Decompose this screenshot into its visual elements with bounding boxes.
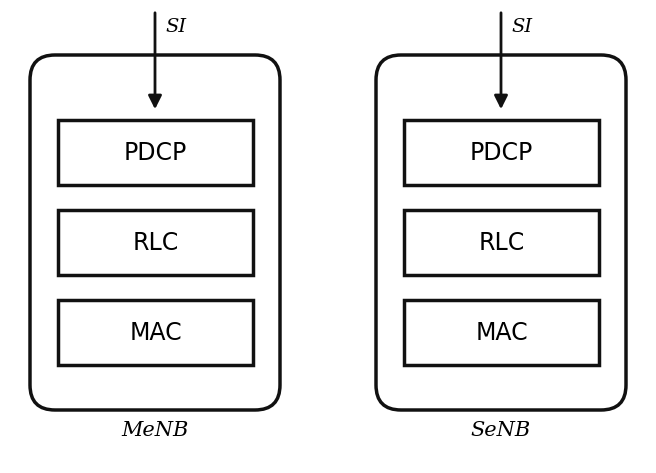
Text: SeNB: SeNB [471, 420, 531, 439]
Bar [58, 300, 253, 365]
Bar [58, 210, 253, 275]
Text: MAC: MAC [475, 321, 528, 344]
Bar [404, 120, 599, 185]
Text: RLC: RLC [478, 230, 525, 254]
FancyBboxPatch shape [30, 55, 280, 410]
Text: RLC: RLC [133, 230, 178, 254]
Text: MAC: MAC [129, 321, 182, 344]
Bar [58, 120, 253, 185]
Bar [404, 300, 599, 365]
Bar [404, 210, 599, 275]
FancyBboxPatch shape [376, 55, 626, 410]
Text: SI: SI [165, 18, 186, 36]
Text: PDCP: PDCP [124, 140, 187, 165]
Text: SI: SI [511, 18, 532, 36]
Text: MeNB: MeNB [121, 420, 189, 439]
Text: PDCP: PDCP [470, 140, 533, 165]
